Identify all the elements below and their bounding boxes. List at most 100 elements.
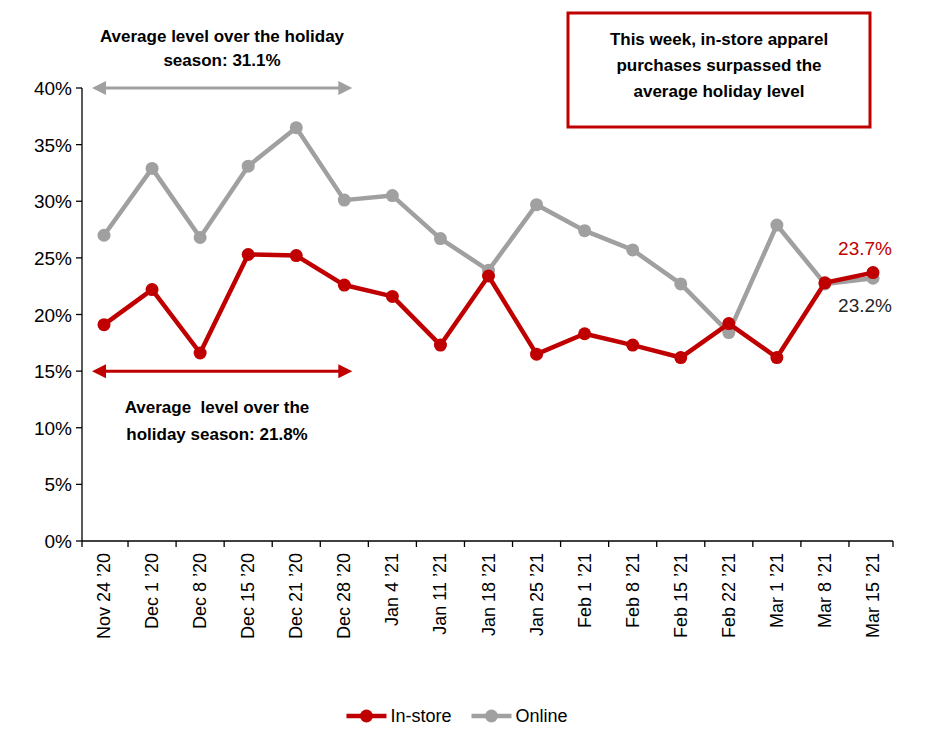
annotation-line: season: 31.1% — [163, 51, 280, 70]
x-tick-label: Dec 28 ’20 — [334, 553, 354, 639]
x-axis — [82, 540, 893, 541]
annotation-arrow-head — [92, 81, 106, 95]
series-marker — [482, 269, 495, 282]
series-marker — [242, 248, 255, 261]
x-tick — [560, 541, 561, 547]
x-tick — [752, 541, 753, 547]
annotation-line: Average level over the — [125, 398, 310, 417]
annotation-line: purchases surpassed the — [616, 56, 821, 75]
series-marker — [194, 231, 207, 244]
x-tick — [272, 541, 273, 547]
y-tick — [76, 257, 82, 258]
y-tick — [76, 201, 82, 202]
y-tick — [76, 540, 82, 541]
series-marker — [386, 290, 399, 303]
annotation-line: This week, in-store apparel — [610, 30, 828, 49]
x-tick-label: Jan 11 ’21 — [430, 553, 450, 635]
annotation-box — [568, 13, 870, 127]
series-marker — [98, 318, 111, 331]
annotation-arrow-head — [338, 364, 352, 378]
series-marker — [242, 160, 255, 173]
annotation: Average level over the holiday season: 21… — [125, 398, 310, 444]
series-marker — [578, 327, 591, 340]
annotation-arrow — [102, 87, 342, 90]
y-tick — [76, 87, 82, 88]
annotation: Average level over the holiday season: 31… — [100, 27, 345, 70]
y-tick — [76, 144, 82, 145]
series-marker — [530, 198, 543, 211]
legend: In-store Online — [346, 706, 567, 726]
x-tick-label: Jan 25 ’21 — [527, 553, 547, 636]
x-tick — [848, 541, 849, 547]
series-marker — [146, 283, 159, 296]
x-tick — [416, 541, 417, 547]
series-line — [104, 128, 873, 333]
x-tick-label: Jan 4 ’21 — [382, 553, 402, 626]
series-marker — [530, 348, 543, 361]
x-tick-label: Nov 24 ’20 — [94, 553, 114, 639]
x-tick-label: Mar 15 ’21 — [863, 553, 883, 638]
y-tick — [76, 484, 82, 485]
y-tick — [76, 370, 82, 371]
series-marker — [674, 277, 687, 290]
series-line — [104, 254, 873, 357]
series-marker — [626, 339, 639, 352]
series-marker — [434, 339, 447, 352]
x-tick-label: Feb 22 ’21 — [719, 553, 739, 638]
x-tick — [512, 541, 513, 547]
series-marker — [818, 276, 831, 289]
series-group — [98, 121, 880, 364]
x-tick-label: Dec 21 ’20 — [286, 553, 306, 639]
x-tick — [892, 541, 893, 547]
x-tick — [800, 541, 801, 547]
x-tick — [464, 541, 465, 547]
x-tick — [608, 541, 609, 547]
x-tick-label: Feb 1 ’21 — [575, 553, 595, 628]
series-marker — [290, 121, 303, 134]
chart: 0%5%10%15%20%25%30%35%40%Nov 24 ’20Dec 1… — [0, 0, 934, 753]
x-tick-label: Feb 8 ’21 — [623, 553, 643, 628]
series-marker — [626, 243, 639, 256]
legend-marker — [485, 710, 498, 723]
x-tick-label: Mar 1 ’21 — [767, 553, 787, 628]
annotation-line: holiday season: 21.8% — [126, 425, 307, 444]
x-tick-label: Dec 15 ’20 — [238, 553, 258, 639]
series-marker — [338, 279, 351, 292]
annotation-line: Average level over the holiday — [100, 27, 345, 46]
annotation-arrow-head — [92, 364, 106, 378]
y-tick-label: 5% — [45, 474, 73, 495]
series-marker — [338, 194, 351, 207]
x-tick-label: Jan 18 ’21 — [479, 553, 499, 636]
y-tick-label: 30% — [34, 191, 72, 212]
annotation-arrow — [102, 370, 342, 373]
annotation: This week, in-store apparel purchases sur… — [610, 30, 828, 101]
x-tick — [224, 541, 225, 547]
series-marker — [98, 229, 111, 242]
y-tick-label: 20% — [34, 305, 72, 326]
data-label: 23.7% — [838, 238, 892, 259]
y-tick-label: 35% — [34, 135, 72, 156]
x-tick-label: Mar 8 ’21 — [815, 553, 835, 628]
series-marker — [770, 351, 783, 364]
y-tick — [76, 314, 82, 315]
series-marker — [722, 317, 735, 330]
x-tick-label: Feb 15 ’21 — [671, 553, 691, 638]
x-tick — [320, 541, 321, 547]
series-marker — [770, 219, 783, 232]
x-tick — [656, 541, 657, 547]
y-tick-label: 0% — [45, 531, 73, 552]
annotation-line: average holiday level — [633, 82, 804, 101]
series-marker — [434, 232, 447, 245]
series-marker — [386, 189, 399, 202]
legend-label: Online — [516, 706, 568, 726]
x-tick — [368, 541, 369, 547]
x-tick — [127, 541, 128, 547]
series-marker — [578, 224, 591, 237]
series-marker — [290, 249, 303, 262]
x-tick-label: Dec 8 ’20 — [190, 553, 210, 629]
data-label: 23.2% — [838, 295, 892, 316]
series-marker — [194, 347, 207, 360]
legend-label: In-store — [390, 706, 451, 726]
x-tick — [704, 541, 705, 547]
y-tick-label: 40% — [34, 78, 72, 99]
